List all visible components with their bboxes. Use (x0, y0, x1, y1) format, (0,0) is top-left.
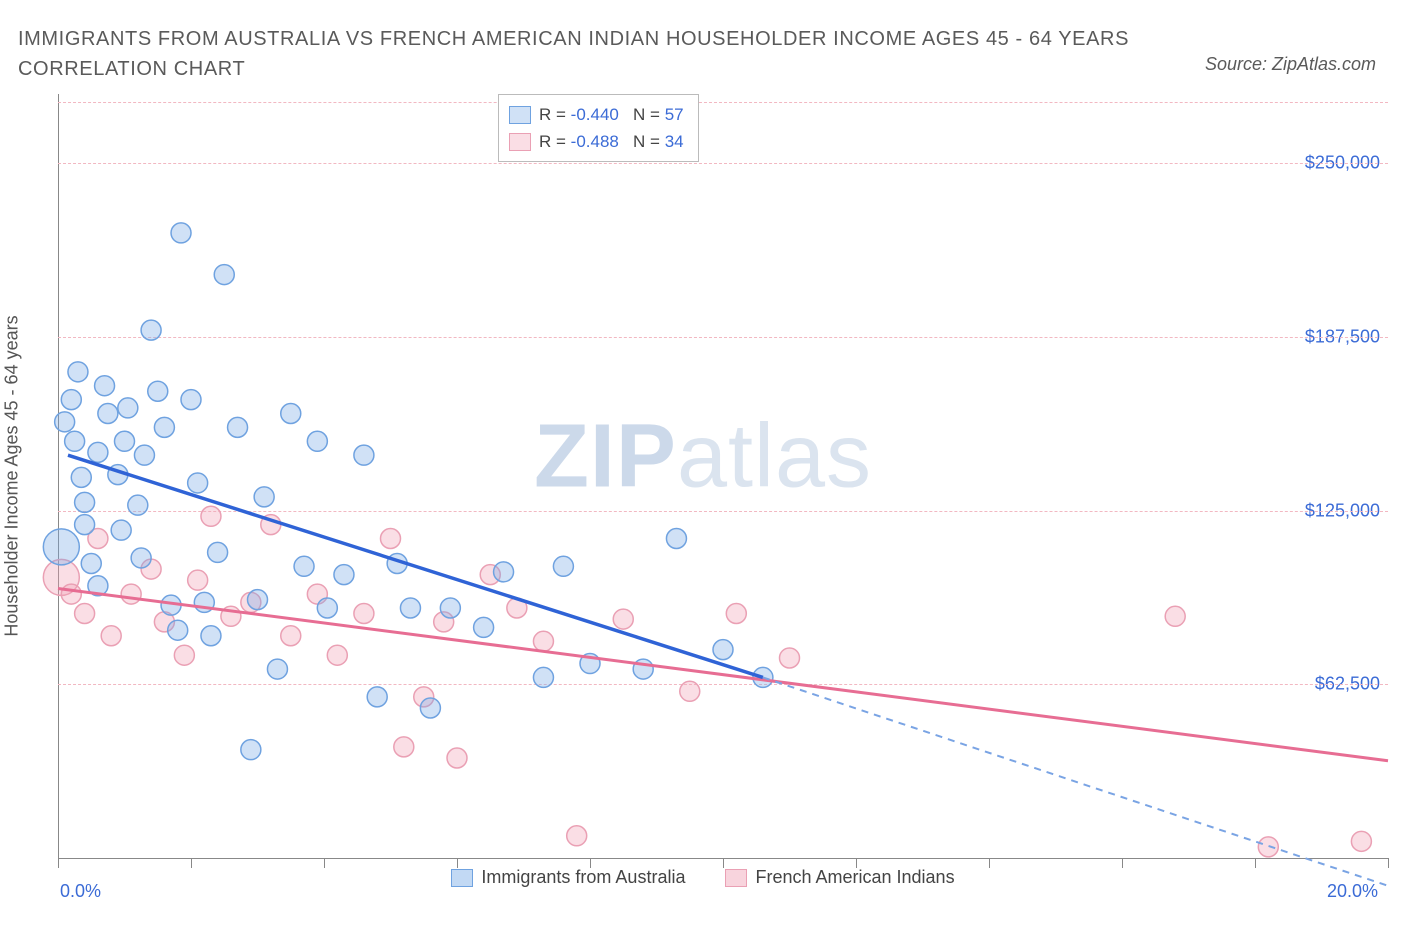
scatter-point (55, 412, 75, 432)
scatter-point (98, 403, 118, 423)
scatter-point (141, 320, 161, 340)
scatter-point (494, 562, 514, 582)
series-legend-item-1: French American Indians (725, 867, 954, 888)
scatter-point (1165, 606, 1185, 626)
scatter-point (474, 617, 494, 637)
scatter-point (111, 520, 131, 540)
scatter-point (148, 381, 168, 401)
scatter-point (1351, 831, 1371, 851)
source-label: Source: ZipAtlas.com (1205, 54, 1376, 75)
scatter-point (248, 590, 268, 610)
scatter-point (188, 570, 208, 590)
scatter-point (381, 529, 401, 549)
scatter-point (726, 604, 746, 624)
scatter-point (174, 645, 194, 665)
y-axis-title: Householder Income Ages 45 - 64 years (2, 315, 23, 636)
scatter-point (101, 626, 121, 646)
scatter-point (65, 431, 85, 451)
series-swatch-1 (725, 869, 747, 887)
scatter-point (394, 737, 414, 757)
scatter-point (75, 604, 95, 624)
scatter-point (334, 565, 354, 585)
scatter-point (267, 659, 287, 679)
scatter-point (780, 648, 800, 668)
scatter-point (241, 740, 261, 760)
scatter-point (88, 442, 108, 462)
scatter-point (281, 403, 301, 423)
scatter-point (533, 631, 553, 651)
series-legend: Immigrants from Australia French America… (18, 867, 1388, 888)
scatter-point (115, 431, 135, 451)
scatter-point (201, 626, 221, 646)
scatter-point (447, 748, 467, 768)
scatter-point (43, 529, 79, 565)
scatter-point (367, 687, 387, 707)
scatter-point (214, 265, 234, 285)
series-label-0: Immigrants from Australia (481, 867, 685, 888)
scatter-point (613, 609, 633, 629)
scatter-point (294, 556, 314, 576)
scatter-point (118, 398, 138, 418)
scatter-point (121, 584, 141, 604)
scatter-point (713, 640, 733, 660)
scatter-point (71, 467, 91, 487)
series-swatch-0 (451, 869, 473, 887)
scatter-point (61, 584, 81, 604)
scatter-point (680, 681, 700, 701)
scatter-point (131, 548, 151, 568)
scatter-point (81, 554, 101, 574)
scatter-point (168, 620, 188, 640)
series-label-1: French American Indians (755, 867, 954, 888)
scatter-point (75, 515, 95, 535)
scatter-point (208, 542, 228, 562)
chart-title: IMMIGRANTS FROM AUSTRALIA VS FRENCH AMER… (18, 24, 1146, 84)
trend-line (68, 455, 763, 677)
scatter-point (327, 645, 347, 665)
scatter-point (75, 492, 95, 512)
scatter-point (354, 445, 374, 465)
scatter-point (181, 390, 201, 410)
scatter-point (354, 604, 374, 624)
scatter-point (281, 626, 301, 646)
scatter-point (171, 223, 191, 243)
scatter-point (317, 598, 337, 618)
scatter-point (400, 598, 420, 618)
chart-container: IMMIGRANTS FROM AUSTRALIA VS FRENCH AMER… (0, 0, 1406, 930)
scatter-point (188, 473, 208, 493)
scatter-point (68, 362, 88, 382)
series-legend-item-0: Immigrants from Australia (451, 867, 685, 888)
scatter-point (666, 529, 686, 549)
scatter-point (553, 556, 573, 576)
scatter-point (533, 667, 553, 687)
scatter-point (134, 445, 154, 465)
scatter-point (307, 431, 327, 451)
scatter-point (420, 698, 440, 718)
plot-area: ZIPatlas Householder Income Ages 45 - 64… (18, 94, 1388, 900)
scatter-point (61, 390, 81, 410)
scatter-svg (58, 94, 1388, 858)
trend-line (763, 677, 1388, 885)
scatter-point (228, 417, 248, 437)
scatter-point (154, 417, 174, 437)
x-tick (1388, 858, 1389, 868)
scatter-point (201, 506, 221, 526)
scatter-point (567, 826, 587, 846)
scatter-point (254, 487, 274, 507)
scatter-point (128, 495, 148, 515)
scatter-point (95, 376, 115, 396)
scatter-point (440, 598, 460, 618)
trend-line (58, 589, 1388, 761)
